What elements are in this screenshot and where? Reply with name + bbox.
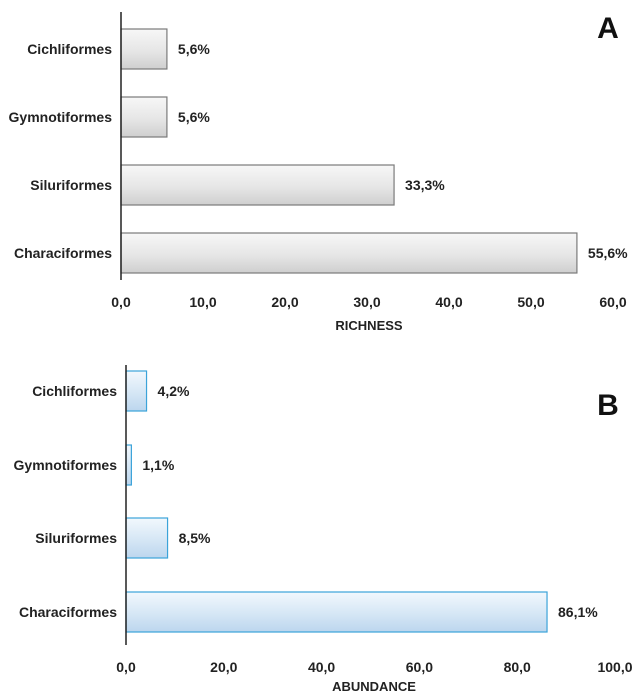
panel-a-bars: 55,6% 33,3% 5,6% 5,6%: [120, 28, 628, 274]
category-label-characiformes: Characiformes: [19, 604, 117, 620]
value-label-cichliformes: 4,2%: [158, 383, 190, 399]
panel-b-category-labels: Characiformes Siluriformes Gymnotiformes Ci…: [14, 383, 118, 620]
x-axis-title-abundance: ABUNDANCE: [332, 679, 416, 693]
value-label-siluriformes: 33,3%: [405, 177, 445, 193]
category-label-siluriformes: Siluriformes: [30, 177, 112, 193]
chart-panel-a: A 55,6% 33,3% 5,6% 5,6% Characiformes Siluri…: [9, 12, 628, 333]
x-tick-label: 0,0: [116, 659, 136, 675]
x-tick-label: 40,0: [435, 294, 462, 310]
x-tick-label: 60,0: [406, 659, 433, 675]
bar-characiformes: [125, 591, 548, 633]
bar-characiformes: [120, 232, 578, 274]
bar-siluriformes: [120, 164, 395, 206]
panel-label-b: B: [597, 389, 619, 422]
category-label-gymnotiformes: Gymnotiformes: [9, 109, 113, 125]
bar-cichliformes: [120, 28, 168, 70]
category-label-cichliformes: Cichliformes: [32, 383, 117, 399]
bar-gymnotiformes: [120, 96, 168, 138]
value-label-characiformes: 55,6%: [588, 245, 628, 261]
bar-cichliformes: [125, 370, 148, 412]
bar-siluriformes: [125, 517, 169, 559]
value-label-siluriformes: 8,5%: [179, 530, 211, 546]
x-tick-label: 80,0: [504, 659, 531, 675]
x-tick-label: 40,0: [308, 659, 335, 675]
category-label-cichliformes: Cichliformes: [27, 41, 112, 57]
x-tick-label: 20,0: [210, 659, 237, 675]
panel-label-a: A: [597, 12, 619, 45]
x-tick-label: 30,0: [353, 294, 380, 310]
x-tick-label: 50,0: [517, 294, 544, 310]
panel-a-tick-labels: 0,0 10,0 20,0 30,0 40,0 50,0 60,0: [111, 294, 627, 310]
category-label-gymnotiformes: Gymnotiformes: [14, 457, 118, 473]
category-label-characiformes: Characiformes: [14, 245, 112, 261]
value-label-gymnotiformes: 1,1%: [142, 457, 174, 473]
value-label-cichliformes: 5,6%: [178, 41, 210, 57]
value-label-gymnotiformes: 5,6%: [178, 109, 210, 125]
category-label-siluriformes: Siluriformes: [35, 530, 117, 546]
x-tick-label: 10,0: [189, 294, 216, 310]
panel-b-bars: 86,1% 8,5% 1,1% 4,2%: [125, 370, 598, 633]
x-axis-title-richness: RICHNESS: [335, 318, 403, 333]
bar-gymnotiformes: [125, 444, 132, 486]
chart-panel-b: B 86,1% 8,5% 1,1% 4,2% Characiformes Silurif…: [14, 365, 633, 693]
x-tick-label: 0,0: [111, 294, 131, 310]
panel-b-tick-labels: 0,0 20,0 40,0 60,0 80,0 100,0: [116, 659, 632, 675]
value-label-characiformes: 86,1%: [558, 604, 598, 620]
x-tick-label: 60,0: [599, 294, 626, 310]
panel-a-category-labels: Characiformes Siluriformes Gymnotiformes Ci…: [9, 41, 113, 261]
x-tick-label: 20,0: [271, 294, 298, 310]
x-tick-label: 100,0: [597, 659, 632, 675]
